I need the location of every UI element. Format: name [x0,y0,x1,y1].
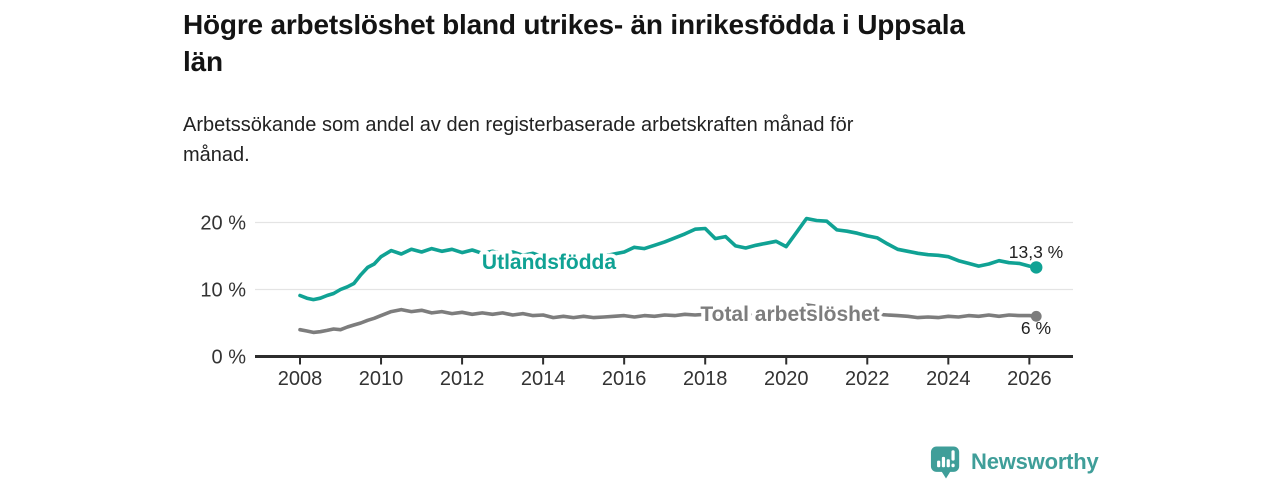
svg-text:2020: 2020 [764,368,809,390]
svg-text:2016: 2016 [602,368,647,390]
svg-text:2024: 2024 [926,368,971,390]
svg-text:2008: 2008 [278,368,323,390]
newsworthy-logo[interactable]: Newsworthy [930,444,1099,480]
end-value-label-utlandsfodda: 13,3 % [1009,242,1063,262]
svg-text:2018: 2018 [683,368,728,390]
series-end-dots-layer [1030,261,1043,322]
svg-text:10 %: 10 % [200,280,246,302]
chart-subtitle-line-1: Arbetssökande som andel av den registerb… [183,114,854,136]
series-lines-layer [298,216,1038,335]
bar-chart-speech-bubble-icon [930,446,960,478]
series-label-total-arbetsloshet: Total arbetslöshet [700,303,879,326]
page-title-line-1: Högre arbetslöshet bland utrikes- än inr… [183,9,965,40]
series-label-utlandsfodda: Utlandsfödda [482,251,616,274]
svg-text:0 %: 0 % [212,347,247,369]
svg-text:2010: 2010 [359,368,404,390]
end-value-label-total: 6 % [1021,318,1051,338]
chart-subtitle: Arbetssökande som andel av den registerb… [183,110,1063,170]
chart-subtitle-line-2: månad. [183,144,250,166]
svg-text:2022: 2022 [845,368,890,390]
page-title: Högre arbetslöshet bland utrikes- än inr… [183,6,1103,80]
page-title-line-2: län [183,46,223,77]
svg-text:2026: 2026 [1007,368,1052,390]
newsworthy-logo-text: Newsworthy [971,449,1099,474]
svg-text:2014: 2014 [521,368,566,390]
axis-layer: 2008 2010 2012 2014 2016 2018 2020 2022 2024 2026… [200,213,1073,390]
svg-text:2012: 2012 [440,368,485,390]
svg-text:20 %: 20 % [200,213,246,235]
